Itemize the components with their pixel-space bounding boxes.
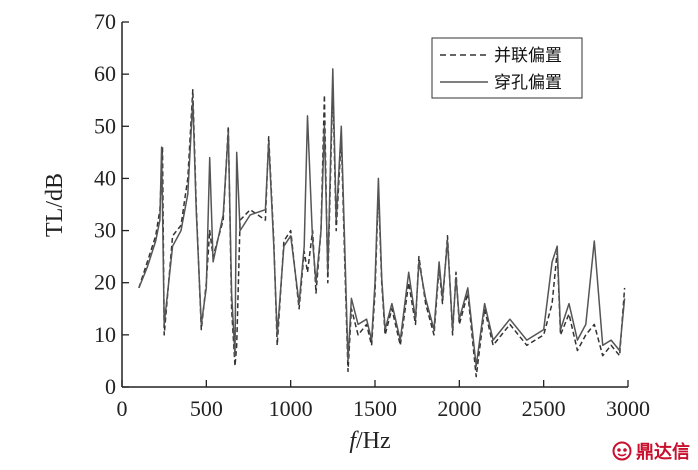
x-tick-label: 0 bbox=[117, 396, 128, 421]
legend: 并联偏置 穿孔偏置 bbox=[431, 37, 583, 99]
y-tick-label: 70 bbox=[94, 9, 116, 34]
series-line-1 bbox=[138, 83, 626, 378]
x-tick-label: 3000 bbox=[606, 396, 650, 421]
series-line-2 bbox=[138, 68, 626, 367]
y-axis-title: TL/dB bbox=[42, 173, 68, 237]
x-tick-label: 1500 bbox=[353, 396, 397, 421]
legend-label-series-1: 并联偏置 bbox=[494, 46, 562, 66]
y-ticks: 0 10 20 30 40 50 60 70 bbox=[94, 9, 129, 399]
x-axis-title-unit: /Hz bbox=[356, 428, 391, 454]
y-tick-label: 40 bbox=[94, 165, 116, 190]
watermark-logo-icon bbox=[612, 441, 632, 461]
y-tick-label: 20 bbox=[94, 270, 116, 295]
watermark: 鼎达信 bbox=[612, 438, 690, 464]
y-tick-label: 0 bbox=[105, 374, 116, 399]
x-axis-title: f/Hz bbox=[349, 428, 390, 454]
y-tick-label: 60 bbox=[94, 61, 116, 86]
legend-label-series-2: 穿孔偏置 bbox=[494, 73, 562, 93]
x-tick-label: 2000 bbox=[437, 396, 481, 421]
x-ticks: 0 500 1000 1500 2000 2500 3000 bbox=[117, 380, 650, 421]
x-tick-label: 2500 bbox=[522, 396, 566, 421]
legend-box bbox=[431, 37, 583, 99]
x-axis-title-italic: f bbox=[349, 428, 359, 454]
watermark-text: 鼎达信 bbox=[636, 442, 690, 463]
y-tick-label: 30 bbox=[94, 218, 116, 243]
chart-series bbox=[138, 68, 626, 378]
y-tick-label: 10 bbox=[94, 322, 116, 347]
x-tick-label: 1000 bbox=[269, 396, 313, 421]
x-tick-label: 500 bbox=[190, 396, 223, 421]
y-tick-label: 50 bbox=[94, 113, 116, 138]
